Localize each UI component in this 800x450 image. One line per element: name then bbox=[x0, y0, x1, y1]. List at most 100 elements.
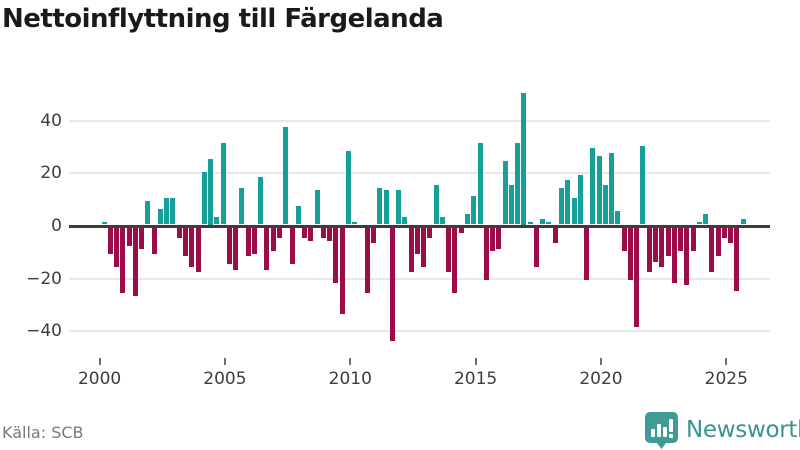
y-tick-label: 0 bbox=[51, 216, 62, 236]
newsworthy-wordmark: Newsworthy bbox=[686, 417, 800, 443]
bar bbox=[427, 227, 433, 239]
bar bbox=[289, 227, 295, 265]
bar bbox=[458, 227, 464, 233]
bar bbox=[302, 227, 308, 239]
bar bbox=[226, 227, 232, 265]
bar bbox=[383, 190, 389, 225]
bar bbox=[295, 206, 301, 225]
bar bbox=[258, 177, 264, 225]
x-tick-mark bbox=[223, 358, 226, 365]
bar bbox=[345, 150, 351, 225]
x-tick-mark bbox=[349, 358, 352, 365]
bar bbox=[552, 227, 558, 244]
bar bbox=[452, 227, 458, 294]
bar bbox=[245, 227, 251, 257]
bar bbox=[665, 227, 671, 257]
bar bbox=[396, 190, 402, 225]
bar bbox=[703, 213, 709, 225]
bar bbox=[715, 227, 721, 257]
bar bbox=[233, 227, 239, 270]
bar bbox=[327, 227, 333, 241]
gridline bbox=[69, 119, 770, 122]
bar bbox=[220, 142, 226, 225]
bar bbox=[615, 211, 621, 225]
bar bbox=[433, 185, 439, 225]
bar bbox=[364, 227, 370, 294]
bar bbox=[728, 227, 734, 244]
bar bbox=[164, 198, 170, 225]
bar bbox=[596, 156, 602, 225]
bar bbox=[540, 219, 546, 225]
gridline bbox=[69, 172, 770, 175]
bar bbox=[602, 185, 608, 225]
bar bbox=[684, 227, 690, 286]
bar bbox=[151, 227, 157, 254]
gridline bbox=[69, 330, 770, 333]
bar bbox=[721, 227, 727, 239]
bar bbox=[126, 227, 132, 246]
bar bbox=[609, 153, 615, 225]
x-tick-label: 2005 bbox=[203, 369, 247, 389]
bar bbox=[189, 227, 195, 267]
bar bbox=[214, 216, 220, 225]
bar bbox=[496, 227, 502, 249]
bar bbox=[182, 227, 188, 257]
y-tick-label: 20 bbox=[40, 163, 62, 184]
bar bbox=[590, 148, 596, 225]
source-label: Källa: SCB bbox=[2, 423, 84, 442]
bar bbox=[333, 227, 339, 283]
bar bbox=[157, 208, 163, 225]
bar bbox=[546, 221, 552, 225]
bar bbox=[320, 227, 326, 239]
newsworthy-icon bbox=[645, 412, 678, 449]
bar bbox=[483, 227, 489, 281]
bar bbox=[627, 227, 633, 281]
bar bbox=[659, 227, 665, 267]
bar bbox=[308, 227, 314, 241]
bar bbox=[101, 221, 107, 225]
bar bbox=[120, 227, 126, 294]
bar bbox=[734, 227, 740, 291]
bar bbox=[652, 227, 658, 262]
bar bbox=[208, 158, 214, 225]
y-tick-label: −20 bbox=[26, 268, 62, 289]
bar bbox=[521, 93, 527, 225]
bar bbox=[558, 187, 564, 225]
x-tick-label: 2025 bbox=[704, 369, 748, 389]
bar bbox=[471, 195, 477, 225]
bar bbox=[176, 227, 182, 239]
bar bbox=[276, 227, 282, 239]
bar bbox=[370, 227, 376, 244]
bar bbox=[577, 174, 583, 225]
bar bbox=[740, 219, 746, 225]
bar bbox=[571, 198, 577, 225]
bar bbox=[565, 179, 571, 225]
bar bbox=[314, 190, 320, 225]
bar bbox=[508, 185, 514, 225]
chart-title: Nettoinflyttning till Färgelanda bbox=[2, 4, 444, 34]
bar bbox=[490, 227, 496, 252]
bar bbox=[132, 227, 138, 296]
bar bbox=[634, 227, 640, 328]
bar bbox=[446, 227, 452, 273]
x-tick-label: 2000 bbox=[77, 369, 122, 389]
x-tick-label: 2015 bbox=[453, 369, 498, 389]
bar bbox=[239, 187, 245, 225]
bar bbox=[145, 200, 151, 225]
bar bbox=[139, 227, 145, 249]
bar bbox=[640, 145, 646, 225]
newsworthy-logo: Newsworthy bbox=[644, 411, 800, 449]
bar bbox=[408, 227, 414, 273]
bar bbox=[527, 221, 533, 225]
bar bbox=[377, 187, 383, 225]
bar bbox=[264, 227, 270, 270]
x-axis-zero-line bbox=[69, 224, 770, 228]
x-tick-label: 2020 bbox=[579, 369, 623, 389]
bar bbox=[464, 213, 470, 225]
bar bbox=[584, 227, 590, 281]
bar bbox=[251, 227, 257, 254]
bar bbox=[502, 161, 508, 225]
bar bbox=[170, 198, 176, 225]
bar bbox=[646, 227, 652, 273]
